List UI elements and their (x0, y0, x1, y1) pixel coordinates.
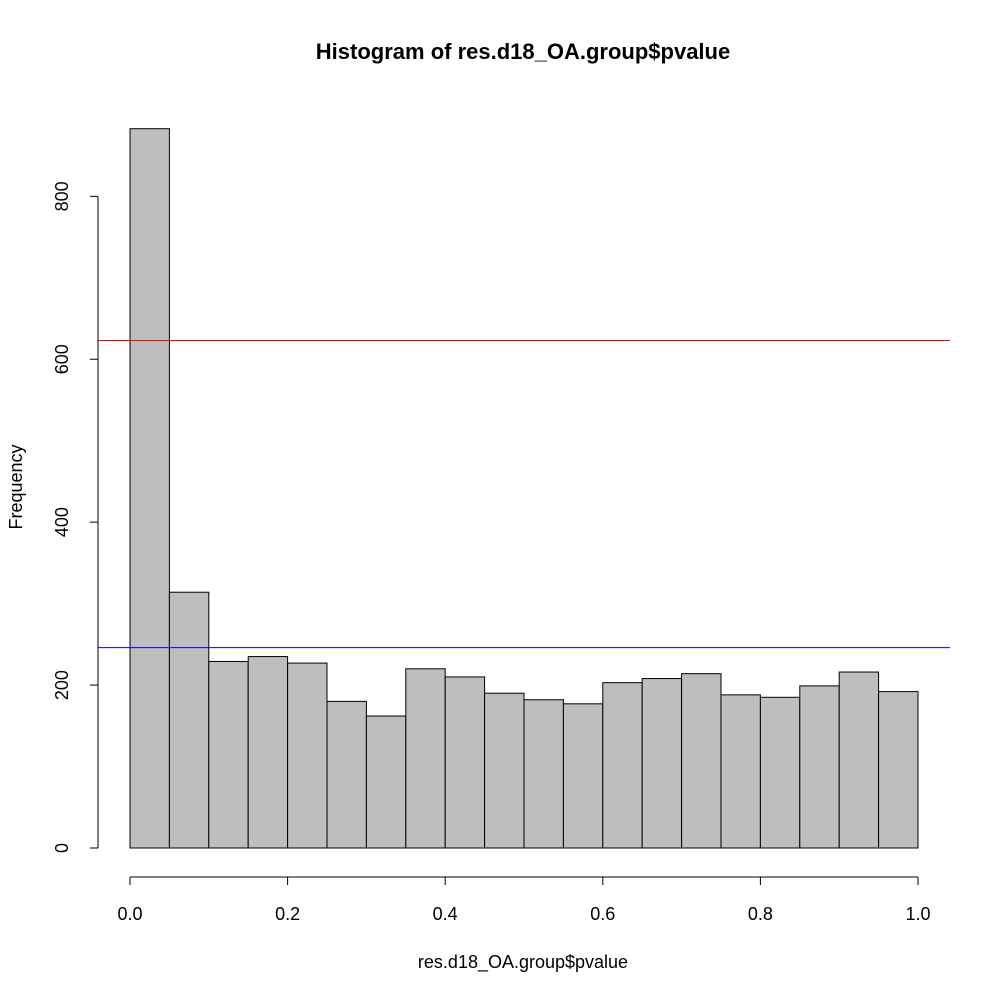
histogram-bar (799, 685, 840, 849)
y-axis: 0 200 400 600 800 (52, 181, 99, 853)
x-tick-label: 0.6 (590, 904, 615, 924)
histogram-bar (878, 691, 919, 849)
histogram-bar (720, 694, 761, 849)
x-axis-label: res.d18_OA.group$pvalue (418, 952, 628, 973)
histogram-bar (208, 660, 249, 849)
x-axis: 0.0 0.2 0.4 0.6 0.8 1.0 (117, 876, 931, 924)
histogram-bar (838, 671, 880, 849)
histogram-bar (168, 591, 210, 849)
x-tick-label: 0.8 (748, 904, 773, 924)
histogram-bar (405, 668, 446, 849)
y-axis-label: Frequency (6, 444, 26, 529)
reference-lines (98, 340, 950, 649)
histogram-bar (681, 673, 722, 849)
histogram-bar (484, 692, 525, 849)
histogram-bar (326, 700, 367, 849)
histogram-bar (444, 676, 486, 849)
histogram-bar (247, 656, 289, 849)
x-tick-label: 0.0 (117, 904, 142, 924)
histogram-bar (129, 128, 170, 849)
histogram-bar (523, 699, 564, 849)
x-tick-label: 1.0 (905, 904, 930, 924)
histogram-bar (562, 703, 604, 849)
y-tick-label: 400 (52, 507, 72, 537)
histogram-bar (641, 678, 683, 849)
histogram-bar (287, 662, 328, 849)
y-tick-label: 600 (52, 344, 72, 374)
x-tick-label: 0.4 (433, 904, 458, 924)
histogram-bar (602, 682, 643, 849)
y-tick-label: 800 (52, 181, 72, 211)
chart-title: Histogram of res.d18_OA.group$pvalue (316, 39, 730, 64)
y-tick-label: 200 (52, 670, 72, 700)
x-tick-label: 0.2 (275, 904, 300, 924)
histogram-bar (759, 696, 801, 849)
histogram-bar (365, 715, 407, 849)
y-tick-label: 0 (52, 843, 72, 853)
bars-group (129, 128, 919, 849)
